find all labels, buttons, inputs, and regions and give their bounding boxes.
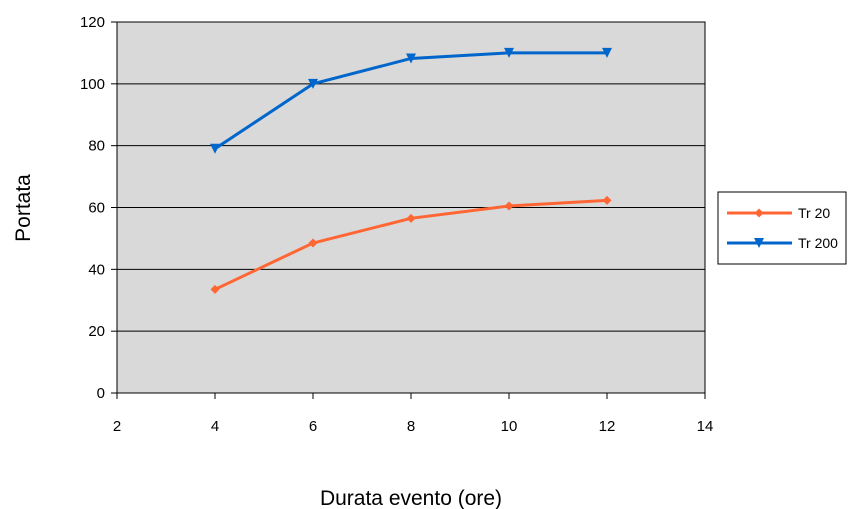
y-tick-label: 60 (88, 200, 105, 217)
gridlines (117, 21, 705, 332)
series-group (210, 47, 612, 294)
x-tick-label: 8 (407, 418, 415, 435)
data-point-tr-20 (504, 201, 514, 211)
data-point-tr-200 (308, 78, 318, 89)
y-tick-label: 120 (80, 14, 105, 31)
y-tick-label: 40 (88, 261, 105, 278)
y-tick-label: 100 (80, 76, 105, 93)
legend-marker-tr-200 (754, 238, 764, 248)
legend-label-tr-20: Tr 20 (798, 205, 830, 221)
legend-marker-tr-20 (754, 208, 764, 218)
y-axis-title: Portata (12, 174, 35, 242)
data-point-tr-20 (406, 213, 416, 223)
x-tick-label: 6 (309, 418, 317, 435)
x-tick-label: 12 (599, 418, 616, 435)
x-tick-label: 14 (697, 418, 714, 435)
x-tick-label: 2 (113, 418, 121, 435)
axes (111, 21, 706, 399)
y-tick-label: 20 (88, 323, 105, 340)
legend-label-tr-200: Tr 200 (798, 235, 838, 251)
x-tick-label: 10 (501, 418, 518, 435)
x-axis-title: Durata evento (ore) (320, 487, 502, 509)
y-tick-labels: 0 20 40 60 80 100 120 (80, 14, 105, 402)
data-point-tr-200 (406, 53, 416, 64)
legend-box (717, 191, 847, 265)
data-point-tr-20 (602, 195, 612, 205)
data-point-tr-200 (504, 47, 514, 58)
data-point-tr-20 (308, 238, 318, 248)
legend-items: Tr 20 Tr 200 (727, 205, 838, 251)
y-tick-label: 80 (88, 138, 105, 155)
data-point-tr-200 (210, 143, 220, 154)
data-point-tr-20 (210, 284, 220, 294)
data-point-tr-200 (602, 47, 612, 58)
x-tick-label: 4 (211, 418, 219, 435)
x-tick-labels: 2 4 6 8 10 12 14 (113, 418, 714, 435)
y-tick-label: 0 (97, 385, 105, 402)
legend: Tr 20 Tr 200 (717, 191, 847, 265)
